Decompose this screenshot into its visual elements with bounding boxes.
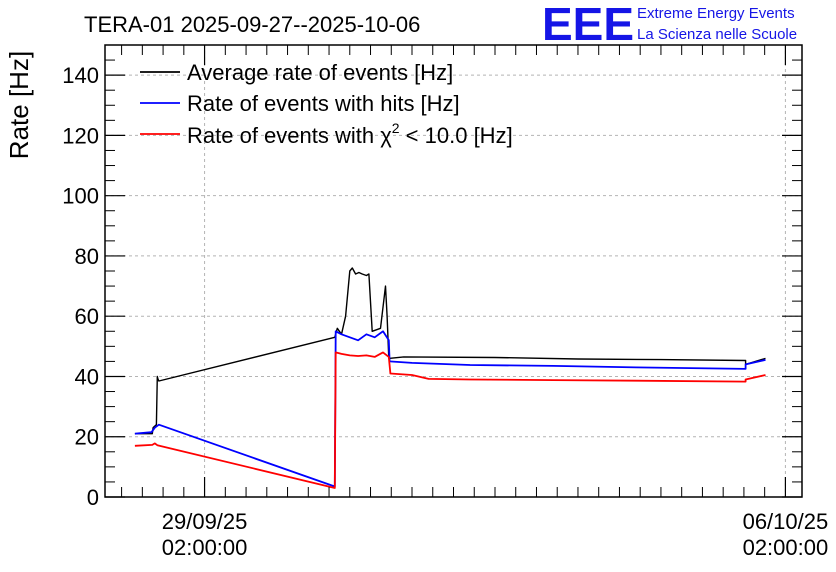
legend-chi2-prefix: Rate of events with χ: [187, 123, 392, 148]
logo-line1: Extreme Energy Events: [637, 5, 795, 22]
grid-lines: [105, 45, 802, 497]
series-line-average: [134, 267, 766, 435]
y-tick-label: 40: [75, 364, 99, 389]
series-line-hits: [134, 330, 766, 488]
legend-chi2-label: Rate of events with χ2 < 10.0 [Hz]: [187, 120, 513, 148]
series-line-chi2: [134, 351, 766, 489]
axis-ticks: [105, 44, 802, 498]
y-tick-label: 140: [62, 63, 99, 88]
y-axis-title: Rate [Hz]: [4, 51, 34, 159]
x-tick-label-time: 02:00:00: [162, 535, 248, 560]
legend-chi2-sup: 2: [392, 120, 400, 136]
y-tick-label: 60: [75, 304, 99, 329]
legend-average-label: Average rate of events [Hz]: [187, 60, 453, 85]
tick-labels: 02040608010012014029/09/2502:00:0006/10/…: [62, 63, 828, 560]
x-tick-label-date: 29/09/25: [162, 509, 248, 534]
x-tick-label-time: 02:00:00: [743, 535, 829, 560]
y-tick-label: 80: [75, 244, 99, 269]
eee-logo: EEE Extreme Energy Events La Scienza nel…: [542, 0, 797, 50]
y-tick-label: 100: [62, 184, 99, 209]
logo-eee: EEE: [542, 0, 634, 50]
logo-line2: La Scienza nelle Scuole: [637, 26, 797, 43]
legend: Average rate of events [Hz] Rate of even…: [140, 60, 513, 148]
series-group: [134, 267, 766, 489]
y-tick-label: 20: [75, 425, 99, 450]
y-tick-label: 0: [87, 485, 99, 510]
legend-chi2-suffix: < 10.0 [Hz]: [400, 123, 513, 148]
x-tick-label-date: 06/10/25: [743, 509, 829, 534]
legend-hits-label: Rate of events with hits [Hz]: [187, 91, 460, 116]
y-tick-label: 120: [62, 123, 99, 148]
chart-title: TERA-01 2025-09-27--2025-10-06: [84, 12, 420, 37]
